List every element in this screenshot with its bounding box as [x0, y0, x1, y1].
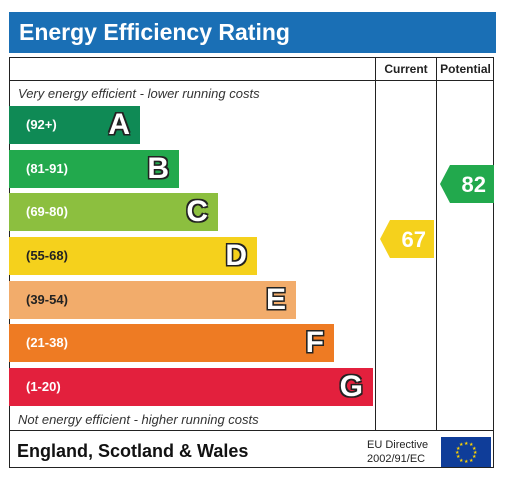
band-e-range: (39-54): [26, 292, 68, 307]
band-c: (69-80) C: [9, 193, 218, 231]
svg-text:★: ★: [456, 446, 461, 452]
potential-arrow-polygon: [440, 165, 494, 203]
eu-directive-line2: 2002/91/EC: [367, 453, 426, 465]
band-a-range: (92+): [26, 117, 57, 132]
eu-directive: EU Directive 2002/91/EC: [367, 438, 428, 466]
band-f: (21-38) F: [9, 324, 334, 362]
band-g-letter: G: [339, 370, 363, 403]
svg-text:★: ★: [456, 454, 461, 460]
svg-text:★: ★: [469, 442, 474, 448]
footer-country: England, Scotland & Wales: [17, 441, 249, 461]
band-c-letter: C: [186, 195, 208, 228]
eu-flag-icon: ★ ★ ★ ★ ★ ★ ★ ★ ★ ★ ★ ★: [441, 437, 491, 467]
current-rating-value: 67: [401, 227, 426, 252]
current-arrow-shape: [380, 220, 434, 258]
band-a: (92+) A: [9, 106, 140, 144]
potential-rating-arrow: 82: [440, 165, 494, 203]
band-e: (39-54) E: [9, 281, 296, 319]
svg-text:★: ★: [464, 441, 469, 447]
band-g: (1-20) G: [9, 368, 373, 406]
note-efficient: Very energy efficient - lower running co…: [18, 86, 260, 101]
band-d: (55-68) D: [9, 237, 257, 275]
band-b-letter: B: [147, 152, 169, 185]
svg-text:★: ★: [459, 442, 464, 448]
potential-column-header: Potential: [440, 62, 491, 76]
potential-arrow-shape: [440, 165, 494, 203]
band-b: (81-91) B: [9, 150, 179, 188]
svg-text:★: ★: [472, 454, 477, 460]
header-bar: Energy Efficiency Rating: [9, 12, 496, 53]
band-b-range: (81-91): [26, 161, 68, 176]
band-d-letter: D: [225, 239, 247, 272]
svg-text:★: ★: [473, 450, 478, 456]
header-divider: [9, 80, 494, 81]
footer-divider: [9, 430, 494, 431]
svg-text:★: ★: [469, 458, 474, 464]
page-title: Energy Efficiency Rating: [19, 19, 290, 45]
eu-directive-line1: EU Directive: [367, 439, 429, 451]
svg-text:★: ★: [459, 458, 464, 464]
current-arrow-polygon: [380, 220, 434, 258]
svg-text:★: ★: [464, 459, 469, 465]
svg-text:★: ★: [455, 450, 460, 456]
band-f-range: (21-38): [26, 335, 68, 350]
current-column-header: Current: [384, 62, 428, 76]
eu-stars-icon: ★ ★ ★ ★ ★ ★ ★ ★ ★ ★ ★ ★: [455, 441, 478, 465]
current-column-divider: [375, 57, 376, 430]
band-e-letter: E: [265, 283, 286, 316]
band-d-range: (55-68): [26, 248, 68, 263]
potential-rating-value: 82: [461, 172, 486, 197]
svg-text:★: ★: [472, 446, 477, 452]
band-g-range: (1-20): [26, 379, 61, 394]
band-f-letter: F: [305, 326, 324, 359]
potential-column-divider: [436, 57, 437, 430]
note-inefficient: Not energy efficient - higher running co…: [18, 412, 259, 427]
current-rating-arrow: 67: [380, 220, 434, 258]
band-c-range: (69-80): [26, 204, 68, 219]
band-a-letter: A: [108, 108, 130, 141]
